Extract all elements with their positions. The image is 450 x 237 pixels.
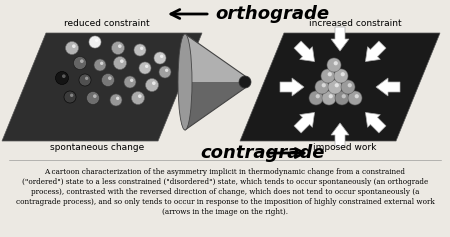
Circle shape [138, 94, 142, 98]
Circle shape [73, 56, 86, 69]
Circle shape [134, 44, 146, 56]
Circle shape [342, 94, 346, 98]
Circle shape [130, 79, 133, 82]
Circle shape [328, 80, 342, 94]
FancyArrow shape [365, 41, 386, 62]
Circle shape [110, 94, 122, 106]
Circle shape [102, 73, 114, 87]
Circle shape [118, 44, 122, 48]
Text: contragrade process), and so only tends to occur in response to the imposition o: contragrade process), and so only tends … [16, 198, 434, 206]
Circle shape [139, 62, 151, 74]
Circle shape [341, 80, 355, 94]
Circle shape [62, 74, 66, 78]
Circle shape [112, 41, 125, 55]
Polygon shape [240, 33, 440, 141]
Ellipse shape [178, 34, 192, 130]
Circle shape [113, 56, 126, 69]
Circle shape [335, 83, 339, 87]
Circle shape [328, 94, 333, 98]
Text: spontaneous change: spontaneous change [50, 143, 144, 152]
Circle shape [124, 76, 136, 88]
FancyArrow shape [280, 78, 304, 96]
Circle shape [348, 83, 352, 87]
FancyArrow shape [331, 27, 349, 51]
Text: contragrade: contragrade [200, 144, 324, 162]
Circle shape [131, 91, 144, 105]
Circle shape [327, 58, 341, 72]
Circle shape [315, 94, 320, 98]
Circle shape [322, 91, 336, 105]
Circle shape [100, 62, 104, 65]
Circle shape [154, 52, 166, 64]
Circle shape [70, 94, 73, 97]
Circle shape [321, 69, 335, 83]
Circle shape [165, 69, 168, 72]
Circle shape [94, 59, 106, 71]
Circle shape [160, 55, 163, 58]
FancyArrow shape [376, 78, 400, 96]
Text: increased constraint: increased constraint [309, 19, 401, 28]
FancyArrow shape [294, 112, 315, 133]
Circle shape [355, 94, 359, 98]
Circle shape [159, 66, 171, 78]
Text: process), contrasted with the reversed direction of change, which does not tend : process), contrasted with the reversed d… [31, 188, 419, 196]
Circle shape [239, 76, 251, 88]
Circle shape [79, 74, 91, 86]
Polygon shape [185, 82, 245, 130]
Text: imposed work: imposed work [313, 143, 377, 152]
Circle shape [95, 39, 99, 42]
FancyArrow shape [294, 41, 315, 62]
Circle shape [93, 94, 97, 98]
Circle shape [120, 59, 124, 63]
Circle shape [145, 78, 158, 91]
Circle shape [108, 76, 112, 80]
Circle shape [348, 91, 362, 105]
Polygon shape [2, 33, 202, 141]
Circle shape [80, 59, 84, 63]
Circle shape [328, 72, 332, 76]
Circle shape [116, 97, 119, 100]
Circle shape [89, 36, 101, 48]
Circle shape [86, 91, 99, 105]
Text: (arrows in the image on the right).: (arrows in the image on the right). [162, 208, 288, 216]
Text: A cartoon characterization of the asymmetry implicit in thermodynamic change fro: A cartoon characterization of the asymme… [45, 168, 405, 176]
Circle shape [335, 91, 349, 105]
Circle shape [341, 72, 345, 76]
Circle shape [85, 77, 88, 80]
Text: ("ordered") state to a less constrained ("disordered") state, which tends to occ: ("ordered") state to a less constrained … [22, 178, 428, 186]
Circle shape [72, 44, 76, 48]
Circle shape [145, 65, 148, 68]
Circle shape [55, 72, 68, 85]
Circle shape [333, 61, 338, 65]
Circle shape [66, 41, 78, 55]
Text: reduced constraint: reduced constraint [64, 19, 150, 28]
FancyArrow shape [365, 112, 386, 133]
Circle shape [140, 47, 144, 50]
Circle shape [152, 81, 156, 85]
FancyArrow shape [331, 123, 349, 147]
Circle shape [309, 91, 323, 105]
Circle shape [315, 80, 329, 94]
Circle shape [322, 83, 326, 87]
Circle shape [64, 91, 76, 103]
Polygon shape [185, 34, 245, 82]
Circle shape [334, 69, 348, 83]
Text: orthograde: orthograde [215, 5, 329, 23]
